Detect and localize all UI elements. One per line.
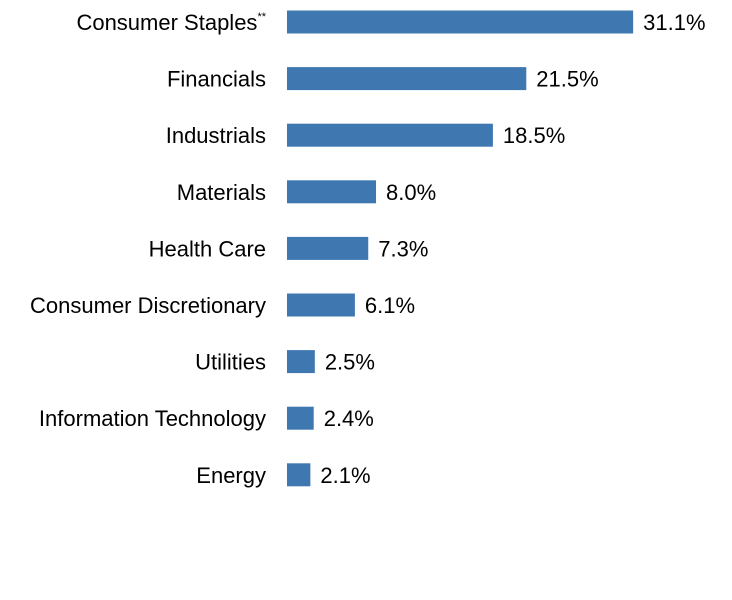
- category-label: Consumer Discretionary: [30, 293, 266, 318]
- bar-industrials: [287, 123, 493, 147]
- value-label: 21.5%: [536, 67, 598, 92]
- value-label: 2.5%: [325, 350, 375, 375]
- value-label: 2.4%: [324, 406, 374, 431]
- bar-health-care: [287, 236, 369, 260]
- category-label: Energy: [196, 463, 266, 488]
- category-label: Financials: [167, 67, 266, 92]
- bar-energy: [287, 463, 311, 487]
- value-label: 31.1%: [643, 10, 705, 35]
- value-label: 18.5%: [503, 123, 565, 148]
- bar-consumer-staples: [287, 10, 634, 34]
- category-label: Utilities: [195, 350, 266, 375]
- category-label: Information Technology: [39, 406, 266, 431]
- value-label: 8.0%: [386, 180, 436, 205]
- bars-group: Consumer Staples** 31.1% Financials 21.5% In…: [30, 10, 706, 488]
- category-label: Consumer Staples**: [76, 10, 266, 35]
- bar-consumer-discretionary: [287, 293, 355, 317]
- value-label: 7.3%: [378, 236, 428, 261]
- category-label: Health Care: [149, 236, 266, 261]
- category-label: Industrials: [166, 123, 266, 148]
- bar-materials: [287, 180, 377, 204]
- value-label: 2.1%: [320, 463, 370, 488]
- bar-information-technology: [287, 406, 314, 430]
- value-label: 6.1%: [365, 293, 415, 318]
- bar-utilities: [287, 350, 315, 374]
- footnote-marker: **: [257, 11, 266, 23]
- bar-financials: [287, 67, 527, 91]
- category-label: Materials: [177, 180, 266, 205]
